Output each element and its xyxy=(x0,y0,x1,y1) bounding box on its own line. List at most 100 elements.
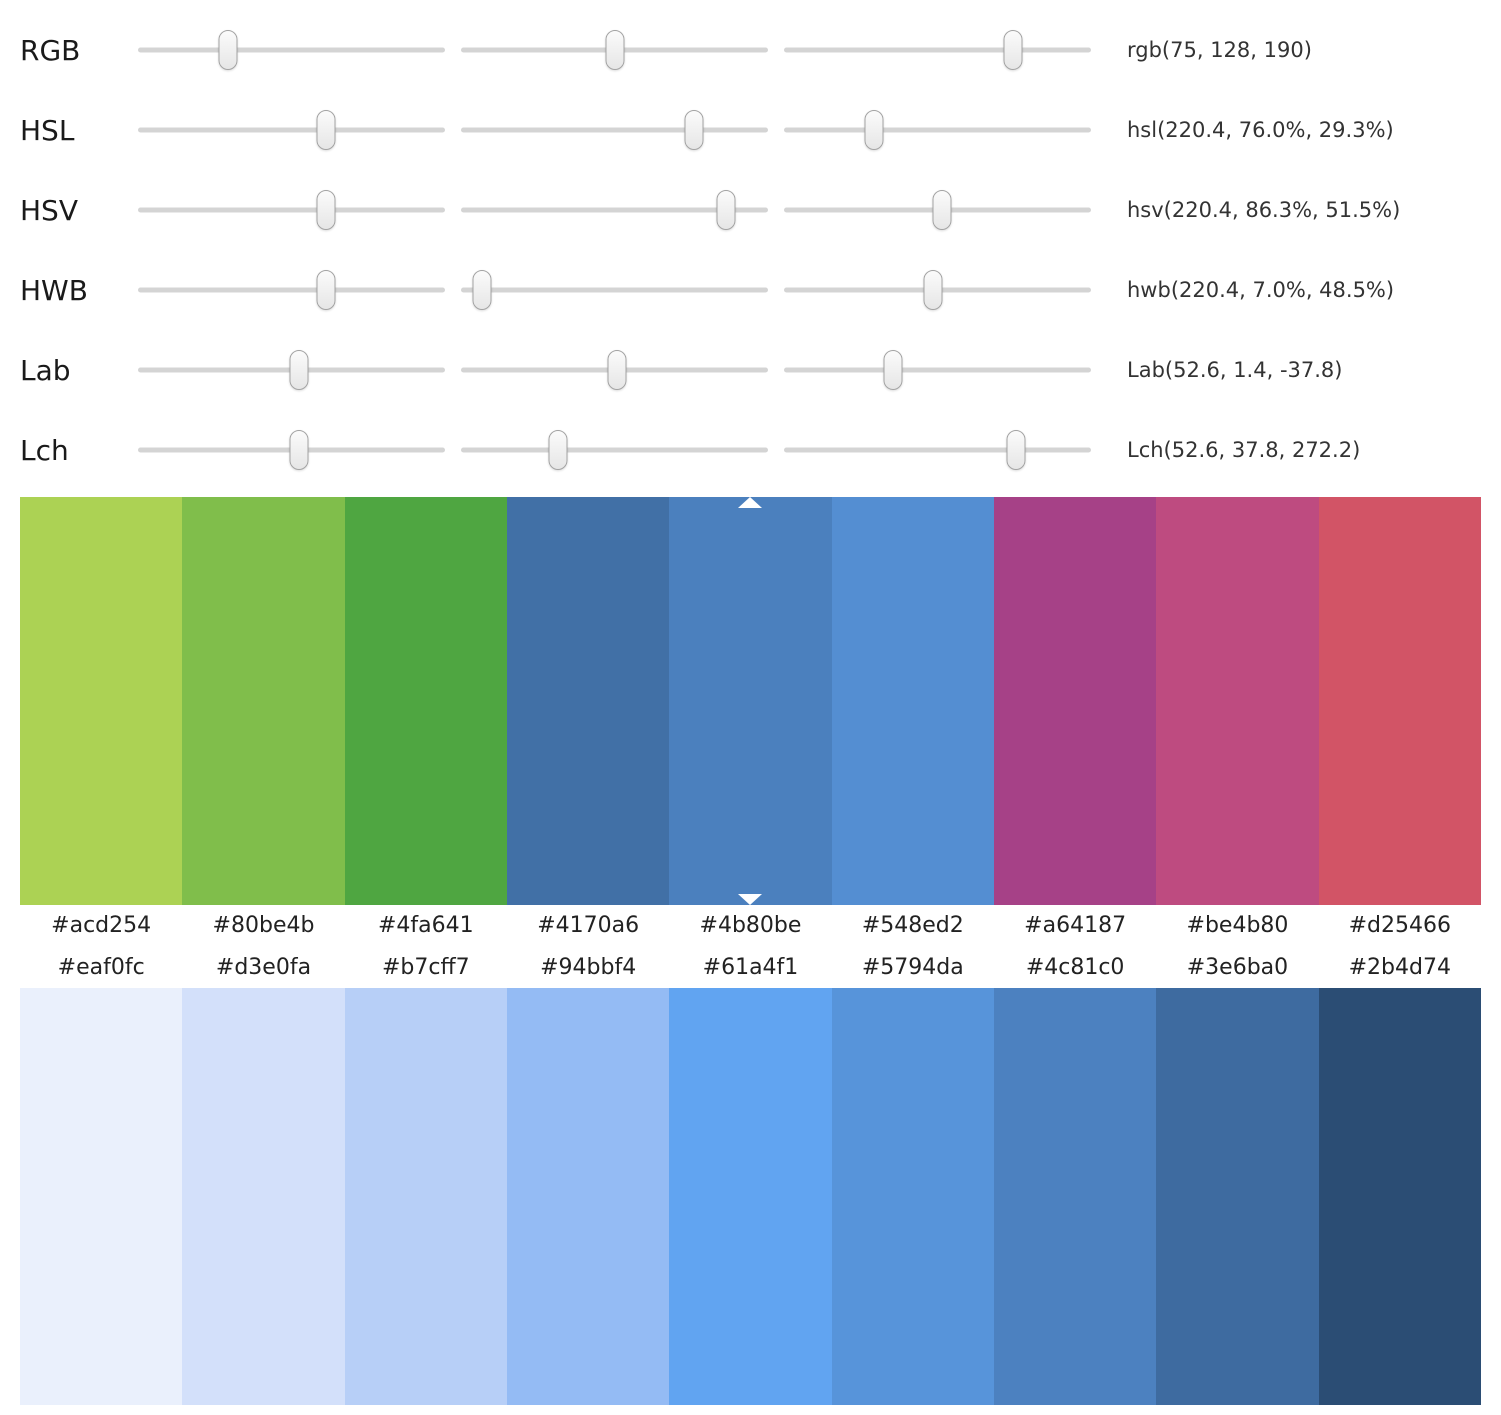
swatch[interactable] xyxy=(506,988,670,1405)
slider-track[interactable] xyxy=(138,47,445,53)
slider-lab-0[interactable] xyxy=(138,347,445,393)
swatch[interactable] xyxy=(669,497,832,905)
swatch[interactable] xyxy=(1318,988,1481,1405)
slider-track[interactable] xyxy=(461,127,768,133)
slider-row-label: Lab xyxy=(20,353,71,387)
swatch[interactable] xyxy=(506,497,670,905)
color-value-text: Lch(52.6, 37.8, 272.2) xyxy=(1127,438,1361,462)
color-value-text: hsl(220.4, 76.0%, 29.3%) xyxy=(1127,118,1394,142)
slider-thumb[interactable] xyxy=(932,190,952,230)
swatch-hex-label: #acd254 xyxy=(51,913,152,938)
swatch-hex-label: #94bbf4 xyxy=(540,954,637,980)
swatch[interactable] xyxy=(669,988,832,1405)
slider-thumb[interactable] xyxy=(684,110,704,150)
swatch[interactable] xyxy=(344,497,507,905)
slider-thumb[interactable] xyxy=(1006,430,1026,470)
selected-swatch-marker-bottom xyxy=(738,894,763,905)
slider-hsl-0[interactable] xyxy=(138,107,445,153)
color-value-text: Lab(52.6, 1.4, -37.8) xyxy=(1127,358,1343,382)
slider-track[interactable] xyxy=(461,447,768,453)
slider-track[interactable] xyxy=(138,207,445,213)
slider-lch-1[interactable] xyxy=(461,427,768,473)
swatch-hex-label: #4fa641 xyxy=(377,913,474,938)
slider-lch-2[interactable] xyxy=(784,427,1091,473)
swatch-hex-label: #b7cff7 xyxy=(381,954,470,980)
slider-row-label: HSL xyxy=(20,113,75,147)
swatch[interactable] xyxy=(182,988,345,1405)
slider-thumb[interactable] xyxy=(1003,30,1023,70)
swatch-hex-label: #61a4f1 xyxy=(702,954,799,980)
slider-thumb[interactable] xyxy=(289,430,309,470)
slider-thumb[interactable] xyxy=(923,270,943,310)
slider-track[interactable] xyxy=(138,127,445,133)
slider-hsl-2[interactable] xyxy=(784,107,1091,153)
palette-top-labels: #acd254 #80be4b #4fa641 #4170a6 #4b80be #548e… xyxy=(20,905,1481,946)
swatch[interactable] xyxy=(993,497,1157,905)
slider-row-hwb: HWB hwb(220.4, 7.0%, 48.5%) xyxy=(20,250,1501,330)
slider-track[interactable] xyxy=(138,287,445,293)
color-value-text: rgb(75, 128, 190) xyxy=(1127,38,1312,62)
slider-thumb[interactable] xyxy=(548,430,568,470)
swatch-hex-label: #5794da xyxy=(861,954,964,980)
swatch[interactable] xyxy=(344,988,507,1405)
swatch[interactable] xyxy=(20,497,183,905)
slider-row-label: RGB xyxy=(20,33,81,67)
slider-lab-1[interactable] xyxy=(461,347,768,393)
swatch-hex-label: #2b4d74 xyxy=(1348,954,1451,980)
slider-track[interactable] xyxy=(784,127,1091,133)
slider-thumb[interactable] xyxy=(289,350,309,390)
swatch-hex-label: #4c81c0 xyxy=(1025,954,1125,980)
slider-thumb[interactable] xyxy=(472,270,492,310)
slider-thumb[interactable] xyxy=(316,110,336,150)
slider-track[interactable] xyxy=(461,287,768,293)
swatch[interactable] xyxy=(831,497,994,905)
swatch[interactable] xyxy=(1156,988,1319,1405)
swatch-hex-label: #a64187 xyxy=(1024,913,1127,938)
swatch-hex-label: #4b80be xyxy=(699,913,802,938)
swatch[interactable] xyxy=(831,988,994,1405)
slider-row-label: HSV xyxy=(20,193,78,227)
slider-track[interactable] xyxy=(461,207,768,213)
slider-thumb[interactable] xyxy=(716,190,736,230)
slider-thumb[interactable] xyxy=(607,350,627,390)
slider-row-hsl: HSL hsl(220.4, 76.0%, 29.3%) xyxy=(20,90,1501,170)
slider-row-label: HWB xyxy=(20,273,88,307)
swatch-hex-label: #3e6ba0 xyxy=(1186,954,1289,980)
slider-track[interactable] xyxy=(784,47,1091,53)
slider-hsv-2[interactable] xyxy=(784,187,1091,233)
slider-row-hsv: HSV hsv(220.4, 86.3%, 51.5%) xyxy=(20,170,1501,250)
slider-rgb-2[interactable] xyxy=(784,27,1091,73)
slider-track[interactable] xyxy=(784,447,1091,453)
slider-thumb[interactable] xyxy=(883,350,903,390)
palette-top: #acd254 #80be4b #4fa641 #4170a6 #4b80be #548e… xyxy=(20,497,1481,946)
slider-hsv-0[interactable] xyxy=(138,187,445,233)
swatch[interactable] xyxy=(20,988,183,1405)
palette-bottom-swatches xyxy=(20,988,1481,1405)
slider-lab-2[interactable] xyxy=(784,347,1091,393)
swatch-hex-label: #548ed2 xyxy=(861,913,964,938)
slider-hwb-2[interactable] xyxy=(784,267,1091,313)
slider-hwb-1[interactable] xyxy=(461,267,768,313)
slider-hwb-0[interactable] xyxy=(138,267,445,313)
color-value-text: hsv(220.4, 86.3%, 51.5%) xyxy=(1127,198,1401,222)
swatch[interactable] xyxy=(182,497,345,905)
swatch[interactable] xyxy=(1318,497,1481,905)
slider-rgb-1[interactable] xyxy=(461,27,768,73)
color-value-text: hwb(220.4, 7.0%, 48.5%) xyxy=(1127,278,1395,302)
slider-row-rgb: RGB rgb(75, 128, 190) xyxy=(20,10,1501,90)
slider-rgb-0[interactable] xyxy=(138,27,445,73)
selected-swatch-marker-top xyxy=(738,497,763,508)
slider-thumb[interactable] xyxy=(218,30,238,70)
slider-row-label: Lch xyxy=(20,433,69,467)
slider-thumb[interactable] xyxy=(864,110,884,150)
swatch[interactable] xyxy=(1156,497,1319,905)
slider-track[interactable] xyxy=(784,367,1091,373)
slider-lch-0[interactable] xyxy=(138,427,445,473)
slider-thumb[interactable] xyxy=(316,190,336,230)
slider-hsv-1[interactable] xyxy=(461,187,768,233)
swatch-hex-label: #80be4b xyxy=(212,913,315,938)
swatch[interactable] xyxy=(993,988,1157,1405)
slider-hsl-1[interactable] xyxy=(461,107,768,153)
slider-thumb[interactable] xyxy=(605,30,625,70)
slider-thumb[interactable] xyxy=(316,270,336,310)
